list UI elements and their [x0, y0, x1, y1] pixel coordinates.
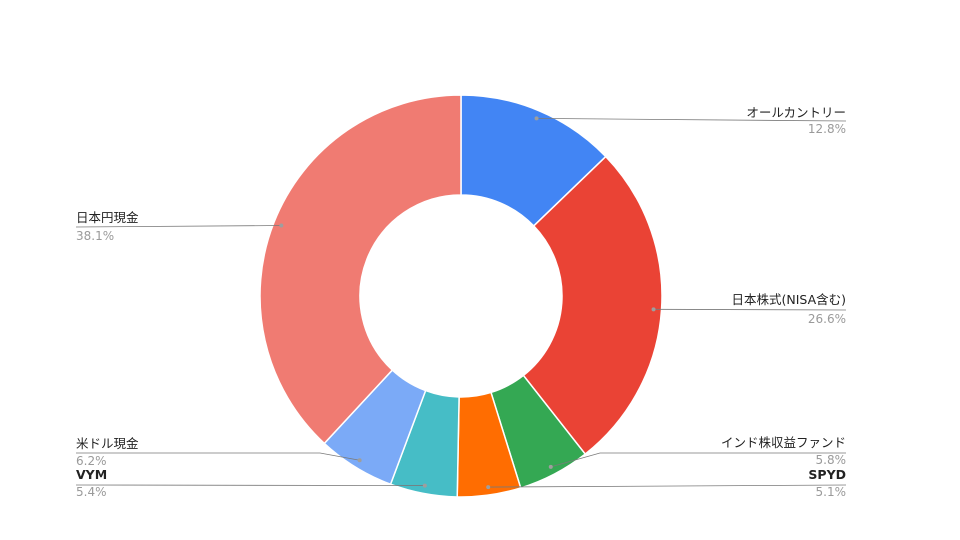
slice-name-usd-cash: 米ドル現金 [76, 436, 139, 451]
slice-pct-spyd: 5.1% [816, 485, 847, 499]
slice-name-jpy-cash: 日本円現金 [76, 210, 139, 225]
leader-lines [75, 116, 847, 490]
leader-dot-india-fund [548, 464, 553, 469]
donut-slices [259, 94, 663, 498]
leader-line-japan-stock [653, 308, 847, 311]
slice-pct-jpy-cash: 38.1% [76, 229, 114, 243]
slice-jpy-cash[interactable] [259, 94, 462, 445]
slice-name-spyd: SPYD [808, 467, 846, 482]
slice-label-spyd: SPYD 5.1% [808, 467, 846, 499]
slice-pct-usd-cash: 6.2% [76, 454, 107, 468]
slice-pct-india-fund: 5.8% [816, 453, 847, 467]
slice-name-india-fund: インド株収益ファンド [721, 435, 846, 450]
slice-label-all-country: オールカントリー 12.8% [746, 105, 846, 136]
leader-line-spyd [488, 484, 847, 488]
leader-line-jpy-cash [75, 225, 282, 228]
slice-label-vym: VYM 5.4% [76, 467, 107, 499]
slice-label-india-fund: インド株収益ファンド 5.8% [721, 435, 846, 467]
leader-line-usd-cash [76, 452, 360, 461]
slice-pct-japan-stock: 26.6% [808, 312, 846, 326]
leader-dot-jpy-cash [279, 223, 284, 228]
slice-label-japan-stock: 日本株式(NISA含む) 26.6% [731, 292, 846, 326]
slice-label-usd-cash: 米ドル現金 6.2% [76, 436, 139, 468]
leader-dot-japan-stock [651, 307, 656, 312]
slice-pct-vym: 5.4% [76, 485, 107, 499]
slice-label-jpy-cash: 日本円現金 38.1% [76, 210, 139, 243]
leader-dot-vym [422, 483, 427, 488]
slice-japan-stock[interactable] [522, 155, 663, 456]
leader-dot-usd-cash [357, 458, 362, 463]
leader-dot-spyd [486, 485, 491, 490]
leader-line-all-country [536, 117, 847, 122]
slice-name-vym: VYM [76, 467, 107, 482]
leader-line-vym [75, 484, 425, 486]
slice-pct-all-country: 12.8% [808, 122, 846, 136]
leader-line-india-fund [550, 452, 846, 468]
leader-dot-all-country [534, 116, 539, 121]
slice-name-japan-stock: 日本株式(NISA含む) [731, 292, 846, 307]
slice-name-all-country: オールカントリー [746, 105, 846, 120]
